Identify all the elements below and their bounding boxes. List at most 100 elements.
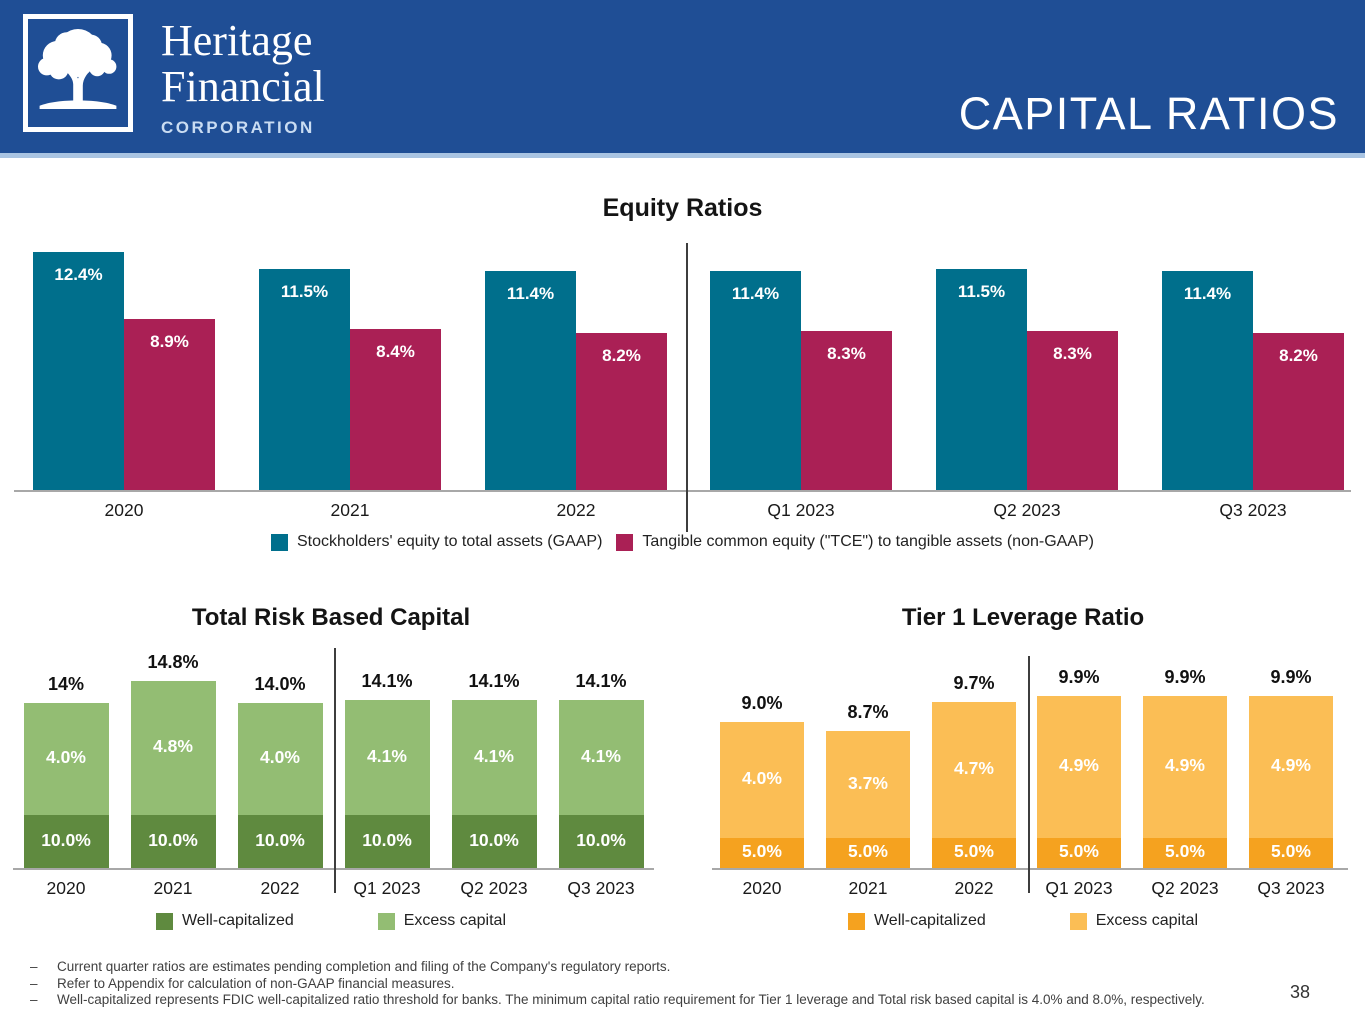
footnote-row: – Refer to Appendix for calculation of n… [0,976,1240,993]
total-label-Q2 2023: 14.1% [468,671,520,691]
segment-wc-Q3 2023 [558,815,644,868]
segment-label-excess: 4.7% [954,758,994,778]
brand-corporation: CORPORATION [161,118,315,137]
header: Heritage Financial CORPORATION CAPITAL R… [0,0,1365,158]
segment-excess-2022 [237,703,323,815]
category-label-Q3 2023: Q3 2023 [1219,500,1287,520]
segment-label-excess: 4.0% [742,768,782,788]
category-label-2021: 2021 [848,878,888,898]
segment-label-wc: 10.0% [41,829,91,850]
segment-label-wc: 10.0% [255,829,305,850]
segment-wc-2022 [237,815,323,868]
segment-label-excess: 4.8% [153,736,193,756]
segment-wc-2021 [130,815,216,868]
segment-excess-Q2 2023 [1143,696,1227,838]
bar-value-label: 8.3% [1053,344,1092,363]
segment-excess-Q1 2023 [1037,696,1121,838]
segment-label-wc: 10.0% [469,829,519,850]
footnote-bullet: – [30,992,38,1007]
category-label-2020: 2020 [104,500,144,520]
total-label-2020: 14% [47,674,85,694]
legend-item-tce: Tangible common equity ("TCE") to tangib… [616,533,1094,551]
category-label-2020: 2020 [742,878,782,898]
total-label-2021: 8.7% [847,702,889,722]
tree-icon [38,29,117,109]
segment-label-excess: 4.1% [474,745,514,766]
bar-value-label: 8.3% [827,344,866,363]
footnote-row: – Current quarter ratios are estimates p… [0,959,1240,976]
bar-value-label: 11.4% [506,284,555,303]
bar-Q3 2023-s0: 11.4% [1162,271,1253,490]
total-label-Q1 2023: 9.9% [1058,667,1100,687]
footnote-text: Current quarter ratios are estimates pen… [57,959,671,974]
category-label-2022: 2022 [954,878,994,898]
segment-label-excess: 4.9% [1165,755,1205,775]
company-logo [23,14,133,132]
segment-label-wc: 5.0% [742,841,782,861]
page-number: 38 [1290,982,1311,1002]
equity-ratios-title: Equity Ratios [602,194,763,222]
segment-excess-Q3 2023 [1249,696,1333,838]
equity-ratios-legend: Stockholders' equity to total assets (GA… [0,533,1365,551]
bar-2022-s0: 11.4% [485,271,576,490]
legend-swatch-excess-capital [377,912,395,930]
total-label-Q3 2023: 14.1% [575,671,627,691]
legend-label-excess-capital: Excess capital [1095,912,1198,929]
bar-value-label: 12.4% [54,265,103,284]
legend-label-well-capitalized: Well-capitalized [873,912,986,929]
category-label-Q1 2023: Q1 2023 [1045,878,1113,898]
segment-wc-Q1 2023 [1037,838,1121,868]
segment-label-excess: 4.1% [367,745,407,766]
segment-wc-Q2 2023 [1143,838,1227,868]
category-label-Q1 2023: Q1 2023 [767,500,835,520]
legend-item-gaap: Stockholders' equity to total assets (GA… [271,533,602,551]
segment-label-wc: 5.0% [954,841,994,861]
legend-item-well-capitalized: Well-capitalized [847,912,986,930]
legend-label-excess-capital: Excess capital [403,912,506,929]
bar-value-label: 11.5% [957,282,1006,301]
footnotes: – Current quarter ratios are estimates p… [0,959,1240,1009]
segment-wc-2020 [23,815,109,868]
legend-label-gaap: Stockholders' equity to total assets (GA… [297,533,603,550]
bar-Q2 2023-s0: 11.5% [936,269,1027,490]
bar-value-label: 8.4% [376,342,415,361]
bar-value-label: 8.9% [150,332,189,351]
bar-Q1 2023-s0: 11.4% [710,271,801,490]
brand-line-1: Heritage [161,16,313,65]
legend-item-well-capitalized: Well-capitalized [155,912,294,930]
brand-line-2: Financial [161,62,325,111]
segment-label-wc: 5.0% [1059,841,1099,861]
segment-excess-Q2 2023 [451,700,537,815]
bar-2022-s1: 8.2% [576,333,667,490]
bar-Q3 2023-s1: 8.2% [1253,333,1344,490]
segment-label-excess: 3.7% [848,772,888,793]
legend-swatch-tce [616,533,634,551]
total-label-2022: 14.0% [254,674,306,694]
segment-excess-2020 [23,703,109,815]
legend-item-excess-capital: Excess capital [1069,912,1198,930]
category-label-2022: 2022 [260,878,300,898]
bar-value-label: 11.4% [731,284,780,303]
total-risk-legend: Well-capitalized Excess capital [0,912,662,930]
segment-label-wc: 5.0% [848,841,888,861]
segment-excess-Q1 2023 [344,700,430,815]
equity-ratios-axis [14,490,1351,492]
segment-label-wc: 10.0% [362,829,412,850]
segment-wc-2022 [932,838,1016,868]
legend-swatch-well-capitalized [847,912,865,930]
bar-2020-s0: 12.4% [33,252,124,490]
category-label-Q3 2023: Q3 2023 [567,878,635,898]
segment-label-excess: 4.1% [581,745,621,766]
tier1-legend: Well-capitalized Excess capital [692,912,1354,930]
segment-excess-2021 [130,681,216,815]
bar-value-label: 11.4% [1183,284,1232,303]
total-label-2021: 14.8% [147,652,199,672]
segment-excess-2021 [826,731,910,838]
legend-label-tce: Tangible common equity ("TCE") to tangib… [642,533,1094,550]
category-label-Q2 2023: Q2 2023 [993,500,1061,520]
category-label-2021: 2021 [330,500,370,520]
bar-2021-s0: 11.5% [259,269,350,490]
footnote-text: Refer to Appendix for calculation of non… [57,975,455,991]
page-title: CAPITAL RATIOS [958,88,1339,139]
